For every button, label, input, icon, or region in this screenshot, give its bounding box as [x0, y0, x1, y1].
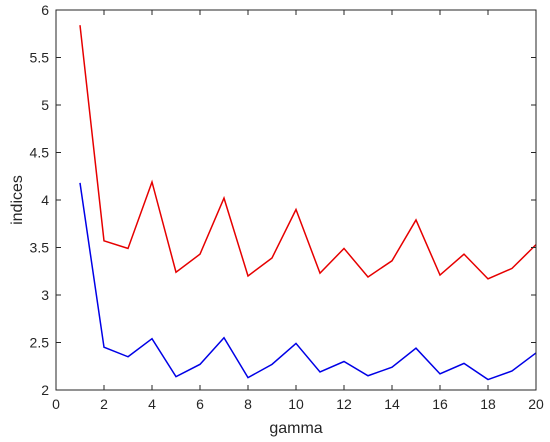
- series-line-2: [79, 182, 537, 381]
- y-tick-label: 2: [41, 382, 49, 398]
- x-tick-label: 14: [384, 396, 400, 412]
- x-axis-label: gamma: [269, 420, 322, 437]
- x-tick-label: 12: [336, 396, 352, 412]
- x-tick-label: 16: [432, 396, 448, 412]
- series-line-1: [79, 25, 537, 280]
- y-tick-label: 4: [41, 192, 49, 208]
- x-tick-label: 10: [288, 396, 304, 412]
- x-tick-label: 8: [244, 396, 252, 412]
- x-tick-label: 18: [480, 396, 496, 412]
- y-tick-label: 3: [41, 287, 49, 303]
- x-tick-label: 6: [196, 396, 204, 412]
- x-tick-label: 20: [528, 396, 544, 412]
- x-tick-label: 4: [148, 396, 156, 412]
- x-tick-label: 2: [100, 396, 108, 412]
- y-tick-label: 3.5: [30, 240, 50, 256]
- y-tick-label: 4.5: [30, 145, 50, 161]
- y-tick-label: 5: [41, 97, 49, 113]
- y-tick-label: 6: [41, 2, 49, 18]
- y-axis-label: indices: [9, 175, 26, 225]
- y-tick-label: 5.5: [30, 50, 50, 66]
- y-tick-label: 2.5: [30, 335, 50, 351]
- plot-area: [56, 10, 536, 390]
- series-layer: [79, 25, 537, 381]
- x-tick-label: 0: [52, 396, 60, 412]
